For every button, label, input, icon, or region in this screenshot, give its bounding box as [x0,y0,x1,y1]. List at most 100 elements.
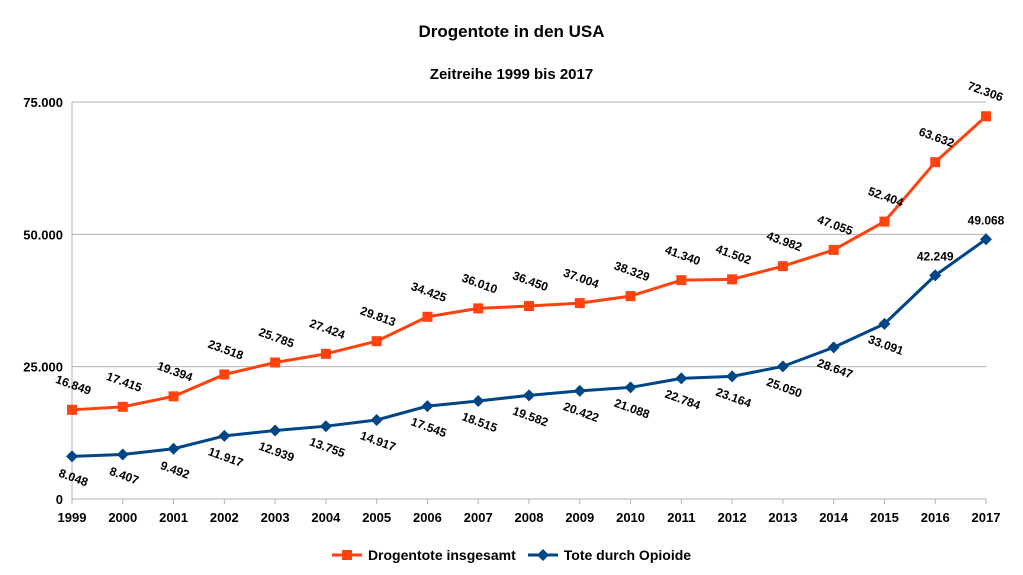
data-point [574,298,585,309]
data-label: 41.340 [663,243,703,269]
data-point [676,275,687,286]
data-point [370,414,383,427]
data-point [675,372,688,385]
data-point [66,450,78,463]
data-point [726,370,739,383]
data-label: 23.164 [714,385,754,411]
data-point [878,317,891,330]
x-tick-label: 2002 [210,510,239,525]
x-tick-label: 2013 [768,510,797,525]
chart-subtitle: Zeitreihe 1999 bis 2017 [429,66,594,83]
data-label: 28.647 [815,356,855,382]
data-label: 29.813 [358,304,398,330]
legend: Drogentote insgesamt Tote durch Opioide [0,547,1023,563]
data-point [219,369,230,380]
data-label: 18.515 [460,409,500,435]
data-label: 43.982 [765,229,805,255]
x-tick-label: 2014 [819,510,849,525]
legend-label-opioids: Tote durch Opioide [563,547,692,563]
x-tick-label: 2012 [718,510,747,525]
data-point [727,274,738,285]
data-point [776,360,789,373]
y-tick-label: 50.000 [23,227,63,242]
data-point [371,336,382,347]
x-tick-label: 2008 [515,510,544,525]
data-label: 11.917 [206,444,245,470]
x-tick-label: 2007 [464,510,493,525]
data-label: 8.048 [57,466,90,490]
data-label: 72.306 [966,79,1006,105]
data-label: 63.632 [917,125,957,151]
data-point [624,381,637,394]
data-point [523,389,535,402]
data-point [319,420,332,433]
x-tick-label: 2009 [565,510,594,525]
data-label: 49.068 [968,213,1005,227]
data-point [168,391,179,402]
data-point [218,429,231,442]
data-label: 16.849 [54,372,94,398]
data-point [828,244,839,255]
data-label: 12.939 [257,439,297,465]
data-point [625,291,636,302]
data-point [573,384,586,397]
data-label: 36.450 [511,268,551,294]
data-label: 20.422 [562,399,602,425]
data-point [422,311,433,322]
data-label: 52.404 [866,184,906,210]
legend-item-opioids: Tote durch Opioide [527,547,692,563]
x-tick-label: 2015 [870,510,899,525]
data-point [777,261,788,272]
x-tick-label: 2000 [108,510,137,525]
data-point [320,348,331,359]
data-label: 19.582 [511,404,551,430]
data-point [524,301,534,312]
x-tick-label: 2011 [667,510,695,525]
data-label: 37.004 [562,266,602,292]
x-tick-label: 2004 [311,510,341,525]
data-label: 23.518 [206,337,246,363]
chart-title: Drogentote in den USA [418,22,605,41]
y-tick-label: 75.000 [23,95,63,110]
data-label: 25.050 [765,375,805,401]
legend-swatch-opioids [527,549,558,561]
data-point [67,404,77,415]
data-point [980,233,992,246]
data-point [827,341,840,354]
data-label: 42.249 [917,249,954,263]
data-label: 8.407 [108,464,141,488]
data-label: 17.415 [105,369,145,395]
data-point [270,357,281,368]
data-label: 14.917 [358,428,398,454]
data-point [879,216,890,227]
data-point [116,448,129,461]
data-label: 13.755 [308,435,348,461]
legend-swatch-total [331,550,362,560]
data-label: 27.424 [308,316,348,342]
x-tick-label: 2010 [616,510,645,525]
data-point [473,303,484,314]
data-point [421,400,434,413]
data-label: 38.329 [612,258,652,284]
legend-label-total: Drogentote insgesamt [367,547,516,563]
data-label: 33.091 [866,332,906,358]
legend-item-total: Drogentote insgesamt [331,547,516,563]
data-point [117,401,128,412]
x-tick-label: 1999 [58,510,87,525]
x-tick-label: 2005 [362,510,391,525]
data-point [167,442,180,455]
x-tick-label: 2003 [261,510,290,525]
data-label: 19.394 [155,359,195,385]
data-point [929,269,942,282]
x-tick-label: 2016 [921,510,950,525]
data-label: 21.088 [612,396,652,422]
data-point [981,111,991,122]
y-tick-label: 0 [56,492,63,507]
data-label: 9.492 [158,458,191,482]
data-label: 17.545 [409,415,449,441]
data-point [472,394,485,407]
data-label: 22.784 [663,387,703,413]
x-tick-label: 2001 [159,510,188,525]
data-label: 41.502 [714,242,754,268]
